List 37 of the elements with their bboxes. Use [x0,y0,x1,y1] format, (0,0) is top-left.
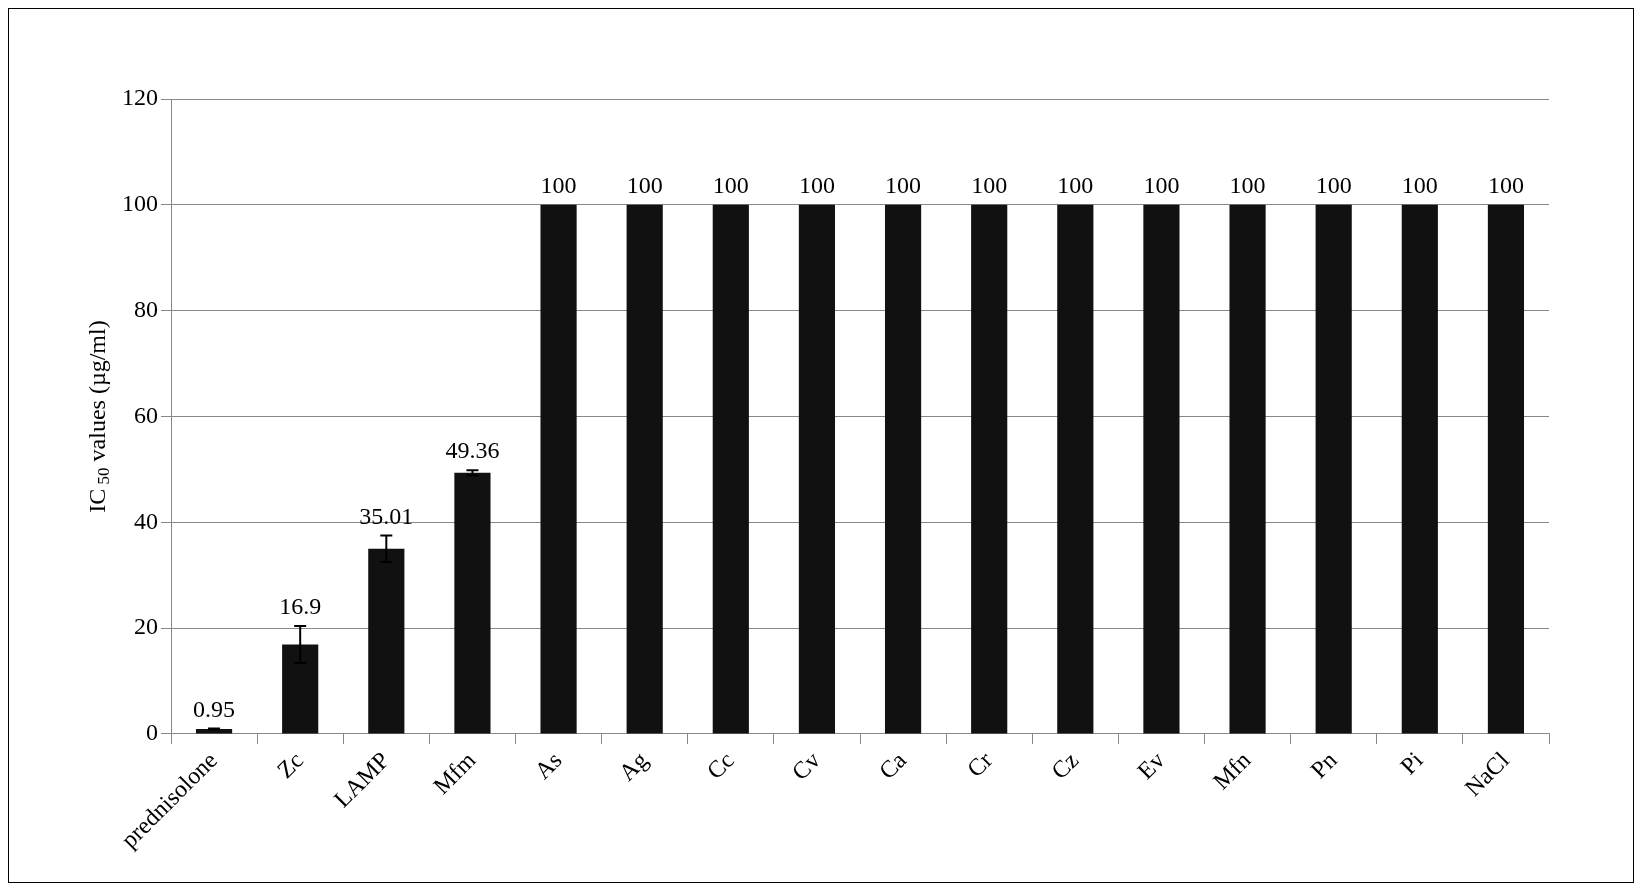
data-label: 16.9 [279,593,322,620]
y-tick-label: 120 [122,84,158,111]
x-tick-label: Zc [271,746,309,784]
data-label: 49.36 [445,437,500,464]
x-tick-label: As [529,746,567,784]
x-tick-label: Ev [1132,746,1170,784]
x-tick-label: Cz [1046,746,1084,784]
data-label: 100 [971,172,1008,199]
x-tick-label: Cr [961,746,998,783]
data-label: 100 [1401,172,1438,199]
y-tick-label: 80 [134,295,158,322]
data-label: 100 [712,172,749,199]
data-label: 100 [1487,172,1524,199]
x-tick-label: Pn [1305,746,1342,784]
data-label: 35.01 [359,502,414,529]
data-label: 100 [885,172,922,199]
y-tick-label: 60 [134,401,158,428]
x-tick-label: Ag [613,746,653,786]
data-label: 100 [798,172,835,199]
data-label: 100 [1315,172,1352,199]
data-label: 100 [626,172,663,199]
data-label: 100 [1057,172,1094,199]
data-label: 0.95 [193,695,236,722]
y-tick-label: 100 [122,190,158,217]
y-tick-label: 0 [146,719,158,746]
data-label: 100 [1143,172,1180,199]
x-tick-label: Ca [873,746,912,784]
x-tick-label: Cc [701,746,739,784]
x-tick-label: Mfn [1207,746,1256,795]
y-tick-label: 40 [134,507,158,534]
y-tick-label: 20 [134,613,158,640]
x-tick-label: Mfm [428,746,481,800]
x-tick-label: Cv [786,746,825,785]
data-label: 100 [540,172,577,199]
x-tick-label: Pi [1395,746,1429,780]
y-axis-title: IC50 values (µg/ml) [84,320,114,513]
data-label: 100 [1229,172,1266,199]
